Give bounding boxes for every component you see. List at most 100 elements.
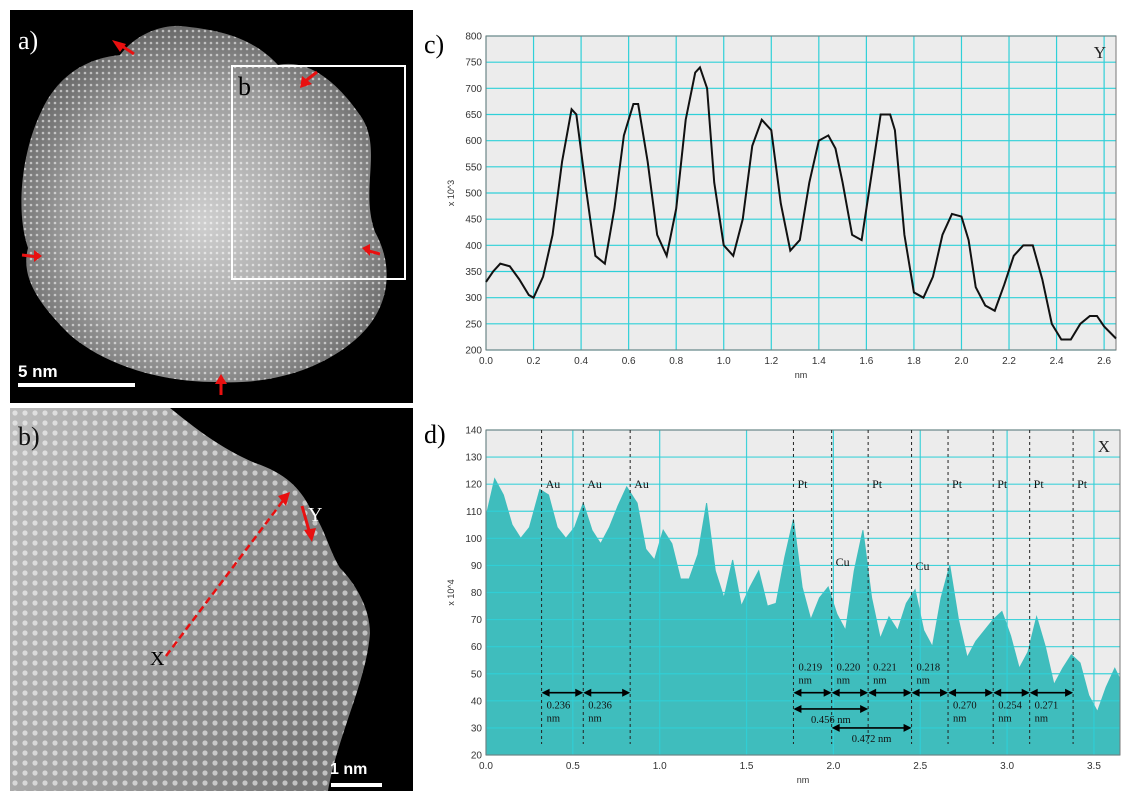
scale-bar-b: [331, 783, 382, 787]
scale-bar-b-label: 1 nm: [330, 761, 368, 778]
y-tick-label: 120: [465, 480, 482, 491]
spacing-value: 0.271: [1035, 701, 1059, 712]
y-tick-label: 40: [471, 696, 483, 707]
x-tick-label: 0.0: [479, 356, 493, 367]
y-tick-label: 90: [471, 561, 483, 572]
element-label-pt: Pt: [997, 477, 1008, 491]
arrow-head-right: [622, 688, 631, 697]
x-tick-label: 1.5: [740, 761, 754, 772]
spacing-value: 0.218: [917, 663, 941, 674]
arrow-heads: [34, 40, 370, 384]
element-label-pt: Pt: [1034, 477, 1045, 491]
spacing-unit: nm: [873, 676, 886, 687]
arrow-head-right: [985, 688, 994, 697]
panel-b-label: b): [18, 422, 40, 451]
panel-d-label: d): [424, 420, 446, 449]
panel-b-micrograph: [10, 408, 413, 791]
profile-line-x-y: [165, 493, 289, 657]
plot-frame: [485, 429, 1121, 756]
scale-bar-a: [18, 383, 135, 387]
data-line-series: [485, 65, 1117, 341]
x-tick-label: 1.0: [717, 356, 731, 367]
x-tick-label: 2.0: [826, 761, 840, 772]
spacing-value: 0.472 nm: [852, 734, 892, 745]
y-tick-label: 450: [465, 215, 482, 226]
x-tick-label: 1.6: [859, 356, 873, 367]
arrow-head-left: [793, 688, 802, 697]
spacing-value: 0.236: [588, 701, 612, 712]
arrow-head-left: [541, 688, 550, 697]
red-arrow-icon: [304, 528, 316, 542]
element-label-au: Au: [634, 477, 649, 491]
panel-d: d) 0.0 0.5 1.0 1.5 2.0 2.5 3.0 3.5 20 30 40 50 60 70 8…: [420, 412, 1125, 795]
y-tick-label: 80: [471, 588, 483, 599]
x-tick-label: 0.8: [669, 356, 683, 367]
chart-d: 0.0 0.5 1.0 1.5 2.0 2.5 3.0 3.5 20 30 40 50 60 70 80 90…: [446, 426, 1121, 785]
element-label-au: Au: [546, 477, 561, 491]
spacing-value: 0.220: [837, 663, 861, 674]
corner-label: Y: [1094, 43, 1106, 62]
spacing-unit: nm: [798, 676, 811, 687]
y-tick-label: 50: [471, 669, 483, 680]
arrow-head-left: [993, 688, 1002, 697]
point-x-label: X: [150, 648, 165, 670]
y-tick-label: 100: [465, 534, 482, 545]
y-tick-label: 800: [465, 32, 482, 43]
x-tick-label: 0.5: [566, 761, 580, 772]
chart-c: 0.0 0.2 0.4 0.6 0.8 1.0 1.2 1.4 1.6 1.8 2.0 2.2 2.4 2…: [446, 32, 1117, 380]
x-tick-label: 3.0: [1000, 761, 1014, 772]
y-tick-label: 700: [465, 84, 482, 95]
panel-c: c) 0.0 0.2 0.4 0.6 0.8 1.0 1.2 1.4 1.6 1.8 2.0 2.2 2…: [420, 10, 1125, 405]
y-tick-label: 20: [471, 751, 483, 762]
arrow-head-left: [911, 688, 920, 697]
spacing-unit: nm: [953, 714, 966, 725]
arrow-head-right: [903, 723, 912, 732]
box-b-label: b: [238, 72, 251, 101]
arrow-head-right: [1021, 688, 1030, 697]
y-tick-label: 600: [465, 136, 482, 147]
y-tick-label: 550: [465, 162, 482, 173]
arrow-head-left: [1029, 688, 1038, 697]
panel-c-label: c): [424, 30, 445, 59]
element-label-cu: Cu: [836, 555, 850, 569]
spacing-value: 0.219: [798, 663, 822, 674]
spacing-value: 0.456 nm: [811, 715, 851, 726]
panel-a-micrograph: [10, 10, 413, 403]
x-tick-label: 3.5: [1087, 761, 1101, 772]
spacing-unit: nm: [588, 714, 601, 725]
y-tick-label: 60: [471, 642, 483, 653]
arrow-head-right: [860, 688, 869, 697]
plot-frame: [485, 35, 1117, 351]
y-tick-label: 300: [465, 293, 482, 304]
arrow-head-right: [1065, 688, 1074, 697]
spacing-unit: nm: [837, 676, 850, 687]
arrow-head-left: [793, 704, 802, 713]
element-label-pt: Pt: [797, 477, 808, 491]
spacing-unit: nm: [547, 714, 560, 725]
y-tick-label: 250: [465, 319, 482, 330]
x-tick-label: 2.4: [1050, 356, 1064, 367]
arrow-head-left: [868, 688, 877, 697]
arrow-head-right: [823, 688, 832, 697]
spacing-unit: nm: [998, 714, 1011, 725]
x-tick-label: 0.2: [527, 356, 541, 367]
spacing-value: 0.270: [953, 701, 977, 712]
arrow-head-left: [948, 688, 957, 697]
panel-a-label: a): [18, 26, 39, 55]
corner-label: X: [1098, 437, 1110, 456]
region-b-box: [231, 65, 406, 280]
x-tick-label: 2.2: [1002, 356, 1016, 367]
y-tick-label: 500: [465, 189, 482, 200]
y-tick-label: 750: [465, 58, 482, 69]
element-label-pt: Pt: [1077, 477, 1088, 491]
spacing-value: 0.221: [873, 663, 897, 674]
arrow-head-right: [940, 688, 949, 697]
y-axis-label: x 10^3: [446, 180, 456, 206]
x-tick-label: 2.6: [1097, 356, 1111, 367]
arrow-head-left: [583, 688, 592, 697]
panel-b-image: b) X Y 1 nm: [10, 408, 413, 791]
spacing-value: 0.236: [547, 701, 571, 712]
x-tick-label: 0.0: [479, 761, 493, 772]
arrow-head-right: [860, 704, 869, 713]
element-label-pt: Pt: [872, 477, 883, 491]
